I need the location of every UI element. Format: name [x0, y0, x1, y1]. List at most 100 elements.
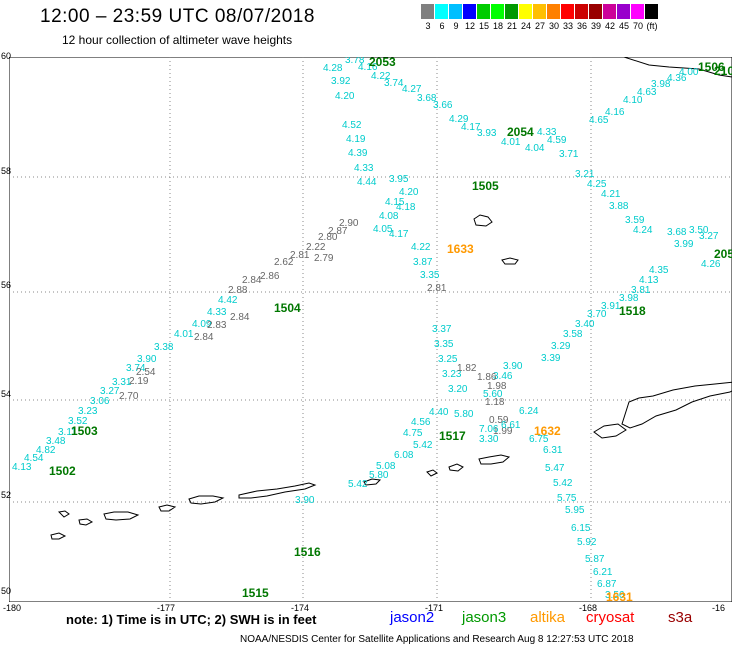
track-value: 3.52: [68, 416, 88, 427]
track-value: 4.00: [679, 67, 699, 78]
track-value: 4.59: [547, 135, 567, 146]
track-value: 3.58: [563, 329, 583, 340]
scale-swatch: [603, 4, 617, 19]
track-value: 3.74: [384, 78, 404, 89]
track-value: 4.17: [389, 229, 409, 240]
track-value: 3.35: [434, 339, 454, 350]
scale-swatch: [631, 4, 645, 19]
track-value: 4.36: [667, 73, 687, 84]
note-text: note: 1) Time is in UTC; 2) SWH is in fe…: [66, 612, 317, 627]
track-value: 5.42: [348, 479, 368, 490]
scale-swatch: [645, 4, 659, 19]
track-value: 2.90: [339, 218, 359, 229]
page-subtitle: 12 hour collection of altimeter wave hei…: [62, 33, 293, 47]
scale-ticks: 3 6 9 12 15 18 21 24 27 30 33 36 39 42 45 70 (ft): [421, 21, 659, 31]
latitude-label: 52: [1, 490, 12, 500]
track-value: 2.70: [119, 391, 139, 402]
track-value: 4.44: [357, 177, 377, 188]
track-value: 3.87: [413, 257, 433, 268]
track-value: 4.25: [587, 179, 607, 190]
track-value: 4.10: [623, 95, 643, 106]
scale-swatch: [477, 4, 491, 19]
track-value: 3.48: [46, 436, 66, 447]
track-value: 3.78: [345, 57, 365, 66]
track-value: 2.81: [427, 283, 447, 294]
track-value: 3.59: [625, 215, 645, 226]
track-value: 4.22: [371, 71, 391, 82]
track-value: 4.56: [411, 417, 431, 428]
track-value: 4.19: [346, 134, 366, 145]
track-value: 3.93: [477, 128, 497, 139]
track-value: 5.80: [369, 470, 389, 481]
track-value: 3.68: [667, 227, 687, 238]
track-value: 3.90: [295, 495, 315, 506]
latitude-label: 60: [1, 51, 12, 61]
track-value: 3.88: [609, 201, 629, 212]
satellite-legend-cryosat: cryosat: [586, 609, 635, 626]
track-value: 3.38: [154, 342, 174, 353]
pass-labels: 2053 2054 1505 1633 1504 1518 1503 1517 1632 1502…: [49, 57, 732, 602]
scale-swatch: [519, 4, 533, 19]
track-value: 4.63: [637, 87, 657, 98]
track-value: 4.17: [461, 122, 481, 133]
scale-swatch: [547, 4, 561, 19]
track-value: 4.08: [379, 211, 399, 222]
longitude-label: -168: [579, 603, 598, 613]
track-value: 5.75: [557, 493, 577, 504]
track-value: 3.06: [90, 396, 110, 407]
track-value: 4.18: [396, 202, 416, 213]
track-value: 4.09: [192, 319, 212, 330]
track-value: 4.01: [501, 137, 521, 148]
track-value: 2.88: [228, 285, 248, 296]
track-value: 1.99: [493, 426, 513, 437]
scale-swatch: [505, 4, 519, 19]
track-value: 4.39: [348, 148, 368, 159]
track-value: 3.99: [674, 239, 694, 250]
track-value: 3.71: [559, 149, 579, 160]
track-value: 3.40: [575, 319, 595, 330]
track-value: 3.23: [442, 369, 462, 380]
footer-text: NOAA/NESDIS Center for Satellite Applica…: [240, 634, 634, 645]
track-value: 4.35: [649, 265, 669, 276]
scale-tick-label: 21: [506, 21, 517, 31]
scale-swatch: [421, 4, 435, 19]
track-value: 3.30: [479, 434, 499, 445]
track-value: 5.92: [577, 537, 597, 548]
pass-label: 1633: [447, 242, 474, 256]
latitude-label: 50: [1, 586, 12, 596]
scale-tick-label: (ft): [646, 21, 658, 31]
track-value: 6.31: [543, 445, 563, 456]
track-value: 4.40: [429, 407, 449, 418]
track-value: 4.21: [601, 189, 621, 200]
satellite-legend-altika: altika: [530, 609, 566, 626]
track-value: 5.08: [376, 461, 396, 472]
pass-label: 205: [714, 247, 732, 261]
track-value: 3.29: [551, 341, 571, 352]
track-value: 2.22: [306, 242, 326, 253]
pass-label: 1631: [606, 590, 633, 602]
track-value: 4.13: [639, 275, 659, 286]
track-value: 4.29: [449, 114, 469, 125]
scale-tick-label: 3: [425, 21, 431, 31]
track-value: 2.54: [136, 367, 156, 378]
track-value: 2.86: [260, 271, 280, 282]
track-value: 2.87: [328, 226, 348, 237]
pass-label: 2054: [507, 125, 534, 139]
latitude-label: 54: [1, 389, 12, 399]
track-value: 5.60: [483, 389, 503, 400]
track-value: 4.33: [207, 307, 227, 318]
scale-tick-label: 39: [590, 21, 601, 31]
track-value: 3.56: [605, 590, 625, 601]
track-value: 3.98: [651, 79, 671, 90]
scale-swatch: [617, 4, 631, 19]
longitude-label: -177: [157, 603, 176, 613]
satellite-legend-jason2: jason2: [390, 609, 435, 626]
track-value: 4.05: [373, 224, 393, 235]
track-value: 4.54: [24, 453, 44, 464]
pass-label: 1502: [49, 464, 76, 478]
satellite-legend-s3a: s3a: [668, 609, 693, 626]
track-value: 3.21: [575, 169, 595, 180]
track-value: 2.84: [242, 275, 262, 286]
scale-swatches: [421, 4, 659, 19]
pass-label: 1516: [294, 545, 321, 559]
